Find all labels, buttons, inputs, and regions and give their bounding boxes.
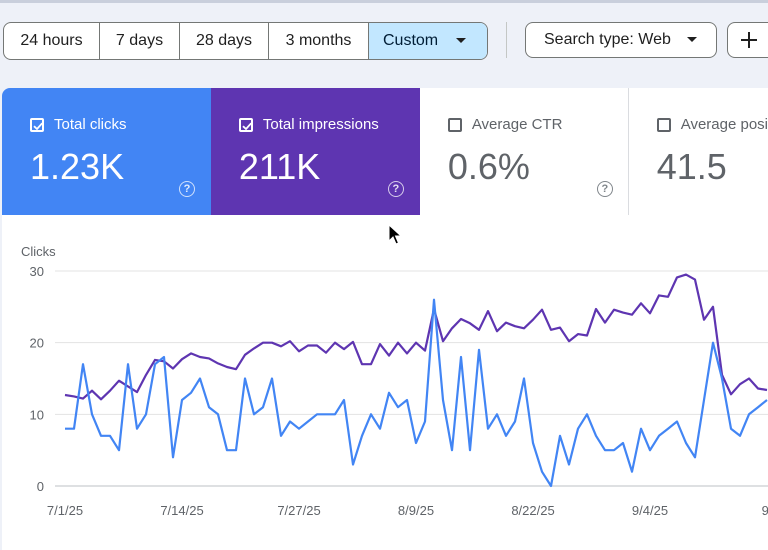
- search-type-filter-button[interactable]: Search type: Web: [525, 22, 717, 58]
- series-line-impressions: [64, 273, 768, 401]
- x-tick-label: 9/4/25: [632, 503, 668, 518]
- help-icon[interactable]: ?: [387, 181, 404, 197]
- top-divider: [0, 0, 768, 3]
- y-tick-label: 10: [30, 407, 44, 422]
- checkbox-unchecked-icon[interactable]: [656, 118, 671, 132]
- metric-card-average-ctr[interactable]: Average CTR 0.6% ?: [419, 88, 629, 215]
- metric-card-average-position[interactable]: Average posi 41.5: [628, 88, 768, 215]
- toolbar-divider: [506, 22, 507, 58]
- range-24-hours-button[interactable]: 24 hours: [4, 23, 100, 59]
- y-tick-label: 0: [37, 479, 44, 494]
- metric-value: 1.23K: [30, 146, 125, 187]
- performance-chart: Clicks 0 10 20 30 7/1/25 7/14/25 7/27/25 8/9/25 8…: [2, 215, 768, 550]
- dropdown-caret-icon: [456, 38, 467, 44]
- x-tick-label: 7/14/25: [160, 503, 203, 518]
- range-7-days-button[interactable]: 7 days: [100, 23, 180, 59]
- y-axis-label: Clicks: [21, 244, 56, 259]
- x-tick-label: 7/27/25: [277, 503, 320, 518]
- metric-label: Average posi: [680, 116, 768, 133]
- metric-value: 0.6%: [447, 146, 530, 187]
- metric-value: 211K: [238, 146, 321, 187]
- dropdown-caret-icon: [686, 37, 697, 43]
- range-custom-button[interactable]: Custom: [369, 23, 487, 59]
- date-range-selector: 24 hours 7 days 28 days 3 months Custom: [3, 22, 488, 60]
- range-3-months-button[interactable]: 3 months: [269, 23, 369, 59]
- y-tick-label: 20: [30, 336, 44, 351]
- mouse-cursor-icon: [388, 224, 402, 245]
- checkbox-checked-icon[interactable]: [238, 118, 253, 132]
- line-chart: Clicks 0 10 20 30 7/1/25 7/14/25 7/27/25 8/9/25 8…: [21, 244, 768, 518]
- metric-label: Average CTR: [471, 116, 563, 133]
- search-type-label: Search type: Web: [544, 31, 671, 48]
- series-line-clicks: [65, 298, 768, 488]
- range-custom-label: Custom: [383, 32, 439, 49]
- metric-label: Total impressions: [262, 116, 379, 133]
- metric-card-total-impressions[interactable]: Total impressions 211K ?: [210, 88, 420, 215]
- metric-value: 41.5: [656, 146, 727, 187]
- x-tick-label: 7/1/25: [47, 503, 83, 518]
- y-tick-label: 30: [30, 264, 44, 279]
- help-icon[interactable]: ?: [179, 181, 195, 197]
- add-filter-button[interactable]: [727, 22, 768, 58]
- range-28-days-button[interactable]: 28 days: [180, 23, 269, 59]
- x-tick-label: 9/: [762, 503, 768, 518]
- metric-cards: Total clicks 1.23K ? Total impressions 2…: [2, 88, 768, 215]
- x-tick-label: 8/9/25: [398, 503, 434, 518]
- metric-label: Total clicks: [54, 116, 127, 133]
- help-icon[interactable]: ?: [596, 181, 613, 197]
- plus-icon: [740, 31, 758, 49]
- checkbox-checked-icon[interactable]: [30, 118, 44, 132]
- checkbox-unchecked-icon[interactable]: [447, 118, 462, 132]
- x-tick-label: 8/22/25: [511, 503, 554, 518]
- metric-card-total-clicks[interactable]: Total clicks 1.23K ?: [2, 88, 211, 215]
